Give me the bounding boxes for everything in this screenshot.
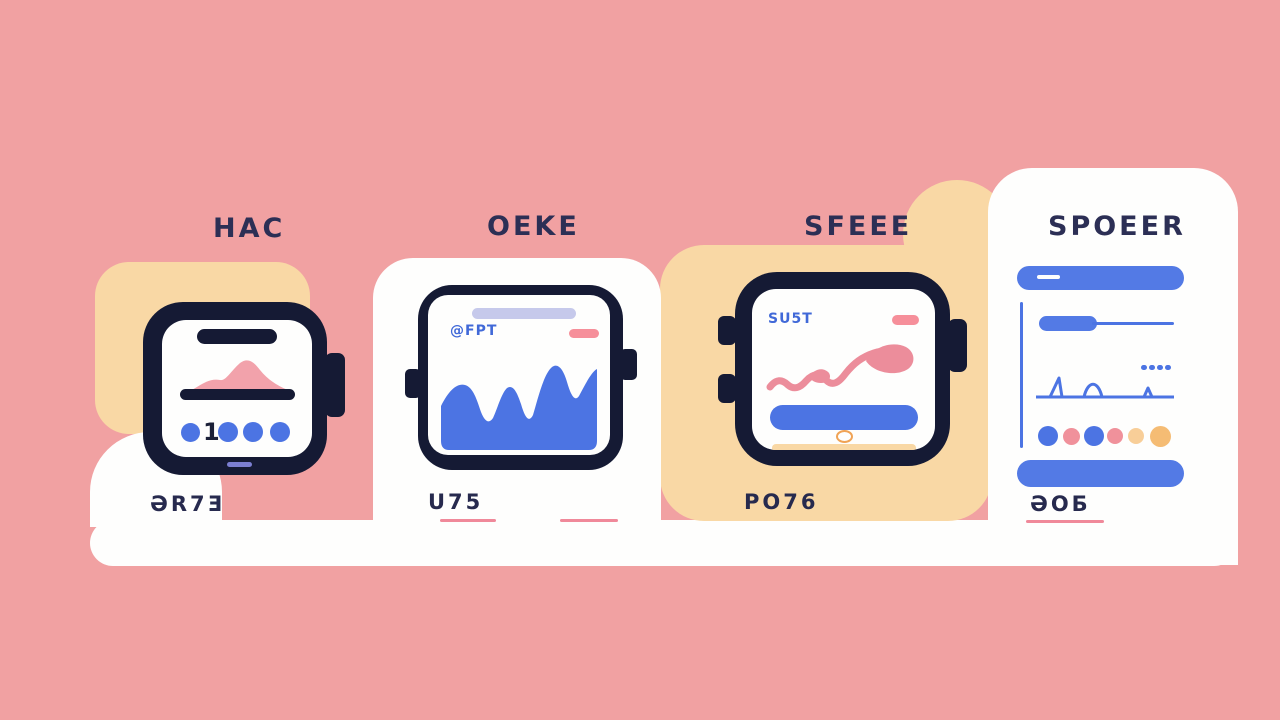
device3-left-button-top xyxy=(718,316,736,345)
panel4-ecg-chart xyxy=(1036,376,1174,399)
panel4-axis-line xyxy=(1020,302,1023,448)
device2-screen-label: @FPT xyxy=(450,323,497,339)
watch1-side-button xyxy=(325,353,345,417)
device3-bottom-bar xyxy=(772,444,916,450)
device3-screen-label: SU5T xyxy=(768,311,813,327)
watch1-pagination-number: 1 xyxy=(203,418,220,446)
device2-screen: @FPT xyxy=(428,295,610,455)
panel4-title: SPOEER xyxy=(1048,211,1186,242)
panel2-caption: U75 xyxy=(428,490,484,514)
panel2-caption-underline xyxy=(440,519,496,522)
watch1-dot-4 xyxy=(270,422,290,442)
device2-label-text: FPT xyxy=(465,323,498,339)
panel4-legend-dot-5 xyxy=(1128,428,1144,444)
device3-left-button-bottom xyxy=(718,374,736,403)
watch1-dot-1 xyxy=(181,423,200,442)
panel2-secondary-underline xyxy=(560,519,618,522)
panel4-top-bar-dash xyxy=(1037,275,1060,279)
watch1-dot-3 xyxy=(243,422,263,442)
panel4-legend-dot-6 xyxy=(1150,426,1171,447)
panel4-slider-thumb xyxy=(1039,316,1097,331)
watch1-screen: 1 xyxy=(162,320,312,457)
panel4-legend-dot-3 xyxy=(1084,426,1104,446)
device2-left-button xyxy=(405,369,421,398)
device2-right-button xyxy=(620,349,637,380)
panel4-legend-dot-1 xyxy=(1038,426,1058,446)
panel1-title: HAC xyxy=(213,213,286,244)
device2-status-bar xyxy=(472,308,576,319)
device2-area-chart xyxy=(441,365,597,450)
panel4-caption: ƏOБ xyxy=(1030,492,1091,516)
device3-trend-chart xyxy=(766,344,914,392)
panel4-caption-underline xyxy=(1026,520,1104,523)
panel3-caption: PO76 xyxy=(744,490,819,514)
watch1-divider-bar xyxy=(180,389,295,400)
panel1-caption: ƏR7Ǝ xyxy=(150,492,225,516)
device3-right-button xyxy=(948,319,967,372)
watch1-area-chart xyxy=(192,360,288,390)
watch1-header-bar xyxy=(197,329,277,344)
panel4-legend-dot-4 xyxy=(1107,428,1123,444)
device2-pink-chip xyxy=(569,329,599,338)
panel4-dotted-marker-3 xyxy=(1157,365,1163,370)
panel4-dotted-marker-1 xyxy=(1141,365,1147,370)
watch1-home-dash xyxy=(227,462,252,467)
at-icon: @ xyxy=(450,323,465,339)
panel4-white-card xyxy=(988,168,1238,565)
panel4-dotted-marker-2 xyxy=(1149,365,1155,370)
panel2-title: OEKE xyxy=(487,211,580,242)
device3-ring-icon xyxy=(836,430,853,443)
panel4-dotted-marker-4 xyxy=(1165,365,1171,370)
panel3-title: SFEEE xyxy=(804,211,913,242)
panel4-slider-track xyxy=(1092,322,1174,325)
panel4-bottom-bar xyxy=(1017,460,1184,487)
device3-screen: SU5T xyxy=(752,289,935,450)
panel4-top-bar xyxy=(1017,266,1184,290)
device3-action-button xyxy=(770,405,918,430)
panel4-legend-dot-2 xyxy=(1063,428,1080,445)
device3-pink-chip xyxy=(892,315,919,325)
watch1-dot-2 xyxy=(218,422,238,442)
